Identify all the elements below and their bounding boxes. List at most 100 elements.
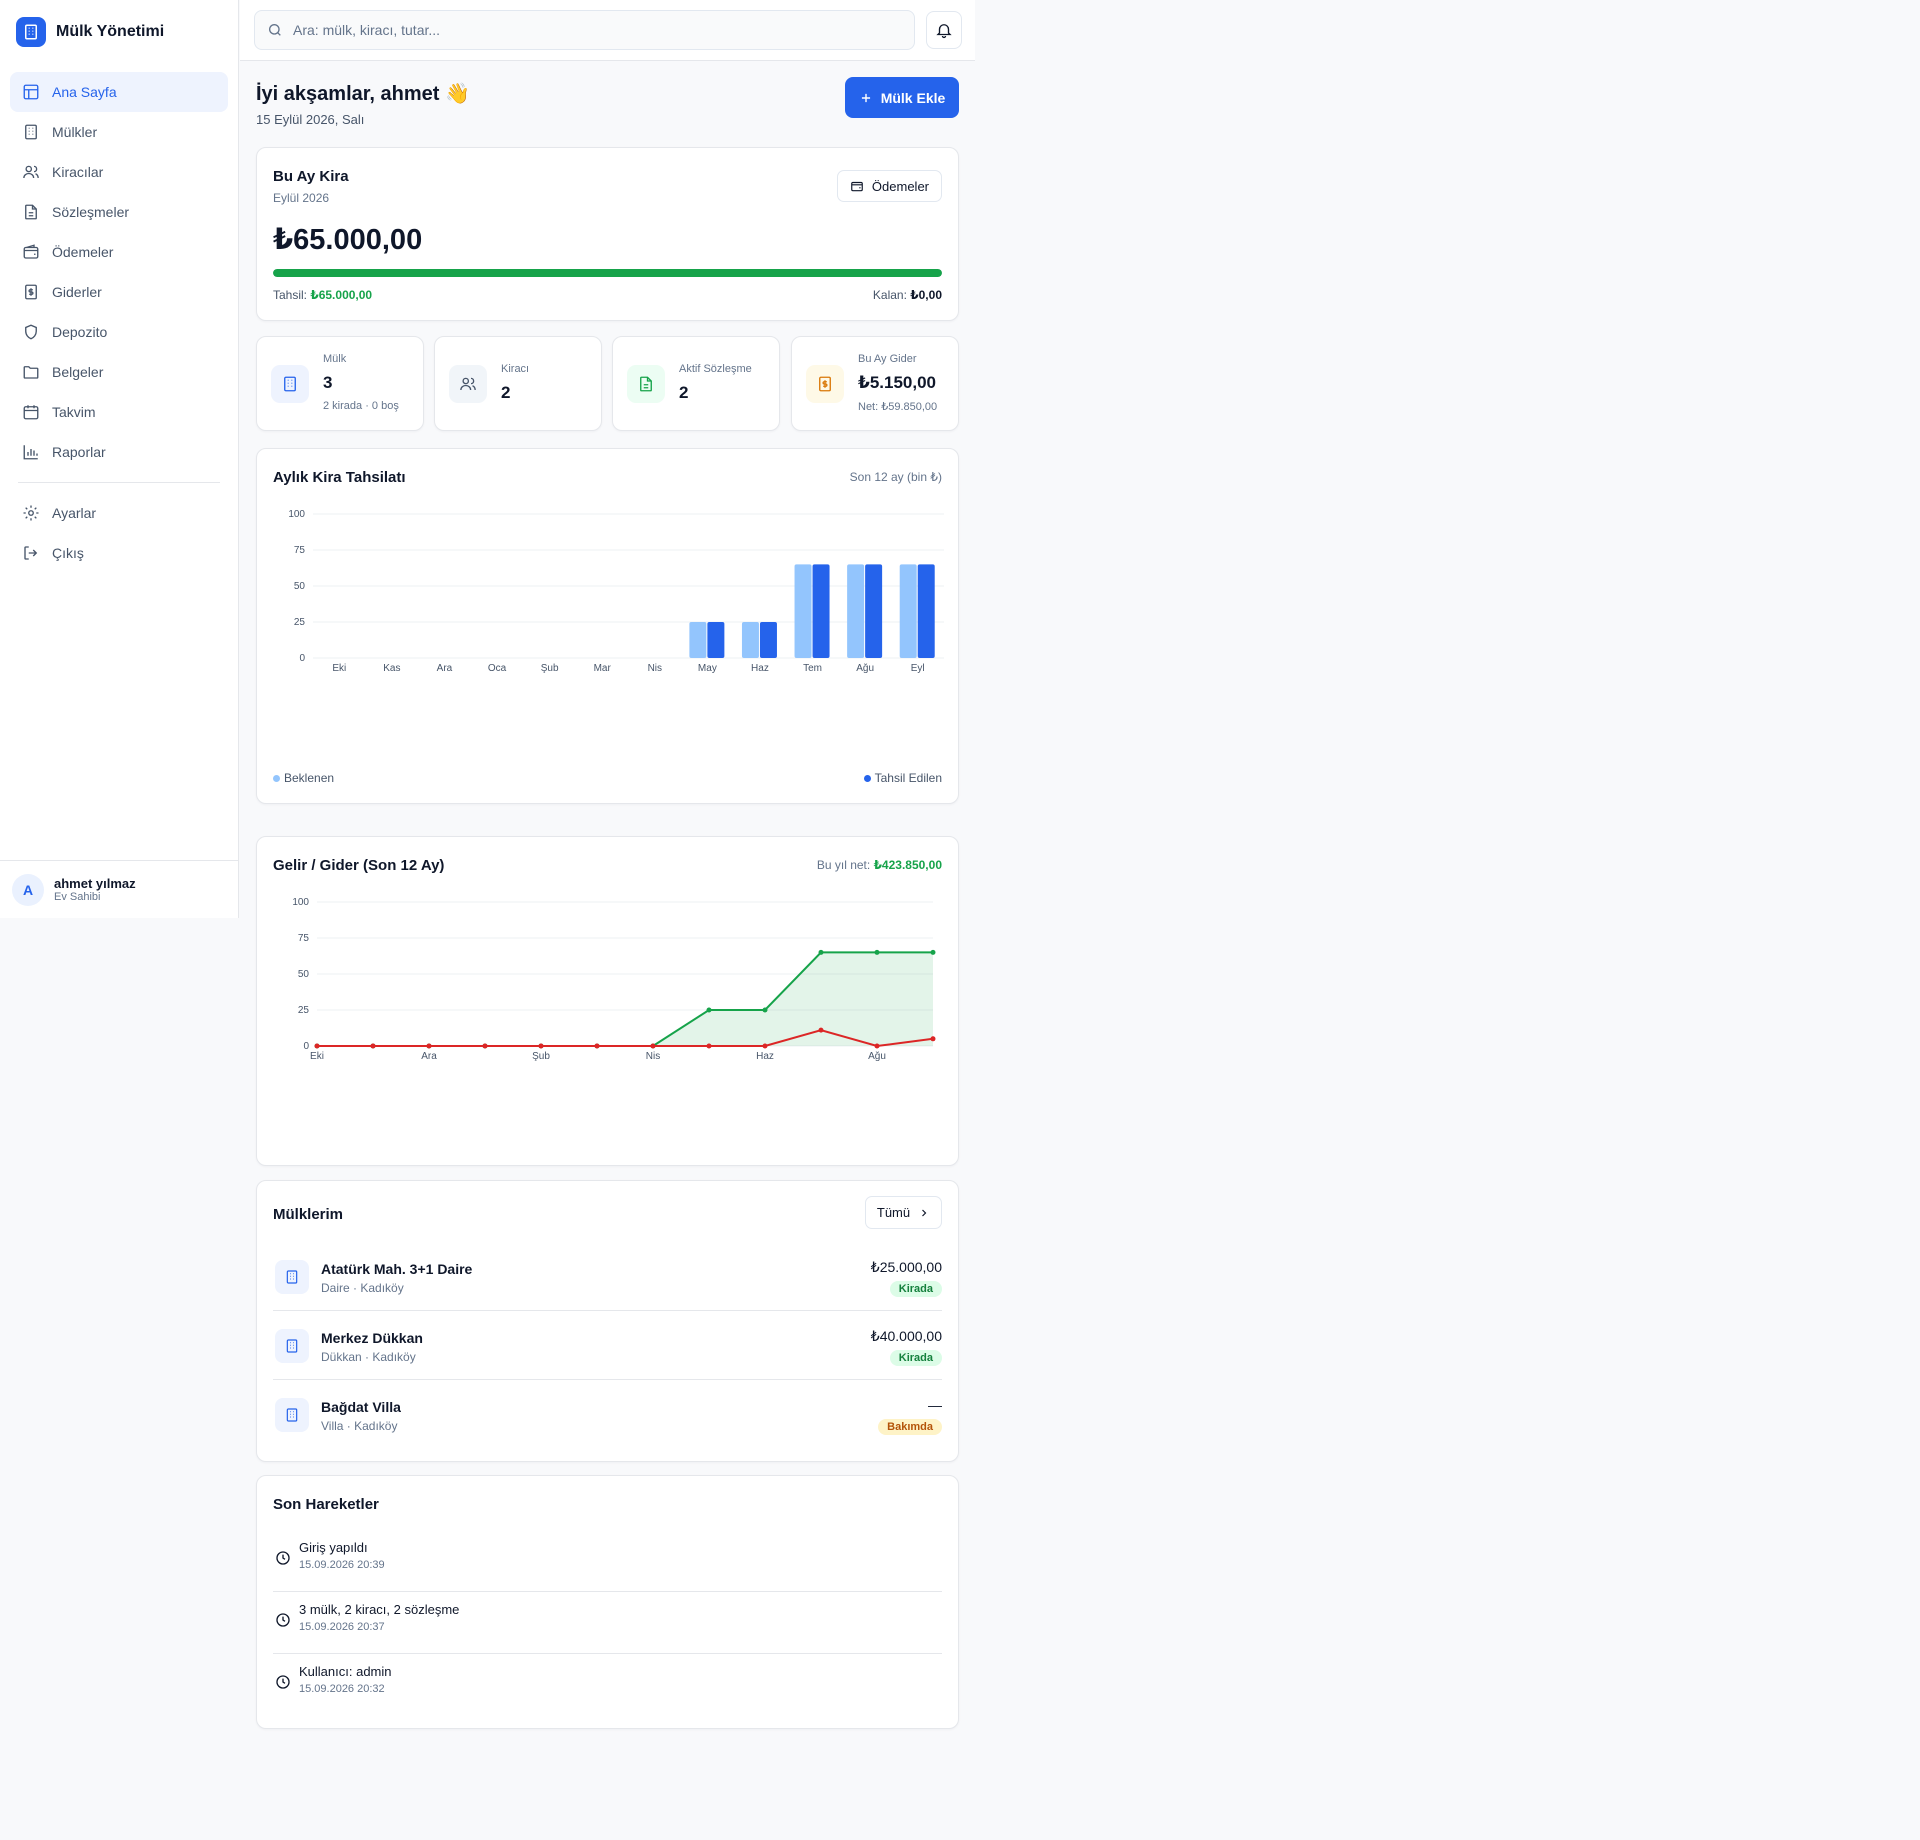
my-properties-card: Mülklerim Tümü Atatürk Mah. 3+1 Daire Da… [256, 1180, 959, 1462]
page-title: İyi akşamlar, ahmet 👋 [256, 83, 470, 105]
property-row[interactable]: Atatürk Mah. 3+1 Daire Daire · Kadıköy ₺… [273, 1243, 942, 1311]
property-row[interactable]: Bağdat Villa Villa · Kadıköy — Bakımda [273, 1381, 942, 1449]
remaining-summary: Kalan: ₺0,00 [873, 288, 942, 302]
wallet-icon [851, 181, 863, 192]
property-name: Atatürk Mah. 3+1 Daire [321, 1261, 473, 1277]
building-icon [271, 365, 309, 403]
stat-value: 3 [323, 373, 333, 392]
sidebar-item-sozlesmeler[interactable]: Sözleşmeler [10, 192, 228, 232]
x-tick-label: Ara [421, 1051, 437, 1062]
search-input[interactable] [293, 22, 893, 38]
expense-point [370, 1043, 376, 1049]
add-property-button[interactable]: Mülk Ekle [845, 77, 959, 118]
property-meta: Dükkan · Kadıköy [321, 1350, 416, 1364]
nav-divider [18, 482, 220, 483]
stat-contracts[interactable]: Aktif Sözleşme 2 [612, 336, 780, 431]
x-tick-label: May [698, 663, 717, 674]
recent-activity-card: Son Hareketler Giriş yapıldı 15.09.2026 … [256, 1475, 959, 1729]
y-tick-label: 0 [299, 653, 305, 664]
y-tick-label: 100 [292, 897, 309, 908]
net-label: Bu yıl net: [816, 858, 871, 872]
y-tick-label: 50 [298, 969, 310, 980]
search-box[interactable] [254, 10, 915, 50]
sidebar-item-cikis[interactable]: Çıkış [10, 533, 228, 573]
x-tick-label: Nis [648, 663, 662, 674]
sidebar-item-label: Sözleşmeler [52, 204, 130, 220]
sidebar-item-label: Ödemeler [52, 244, 114, 260]
chart-title: Aylık Kira Tahsilatı [273, 469, 406, 486]
building-icon [25, 124, 37, 140]
activity-title: Son Hareketler [273, 1496, 379, 1513]
income-point [818, 949, 824, 955]
expense-point [874, 1043, 880, 1049]
user-profile[interactable]: A ahmet yılmaz Ev Sahibi [0, 860, 238, 918]
stat-value: 2 [679, 383, 689, 402]
property-meta: Villa · Kadıköy [321, 1419, 398, 1433]
clock-icon [276, 1675, 290, 1689]
expense-point [426, 1043, 432, 1049]
sidebar-item-label: Giderler [52, 284, 102, 300]
sidebar-item-giderler[interactable]: Giderler [10, 272, 228, 312]
rent-bar-chart: 0 25 50 75 100 Eki Kas Ara Oca Şub Mar Nis May Haz Tem… [288, 509, 944, 674]
stat-properties[interactable]: Mülk 3 2 kirada · 0 boş [256, 336, 424, 431]
property-row[interactable]: Merkez Dükkan Dükkan · Kadıköy ₺40.000,0… [273, 1312, 942, 1380]
sidebar-item-mulkler[interactable]: Mülkler [10, 112, 228, 152]
activity-time: 15.09.2026 20:32 [299, 1683, 385, 1695]
sidebar-nav: Ana Sayfa Mülkler Kiracılar Sözleşmeler … [0, 64, 238, 581]
property-name: Merkez Dükkan [321, 1330, 423, 1346]
x-tick-label: Kas [383, 663, 400, 674]
x-tick-label: Haz [751, 663, 769, 674]
expense-point [818, 1027, 824, 1033]
expense-line [317, 1029, 934, 1048]
sidebar-item-ayarlar[interactable]: Ayarlar [10, 493, 228, 533]
legend-label: Tahsil Edilen [874, 771, 942, 785]
file-icon [627, 365, 665, 403]
status-badge: Kirada [889, 1350, 942, 1366]
activity-text: Kullanıcı: admin [299, 1664, 392, 1679]
app-name: Mülk Yönetimi [56, 23, 165, 40]
sidebar-item-odemeler[interactable]: Ödemeler [10, 232, 228, 272]
y-tick-label: 50 [294, 581, 306, 592]
sidebar-item-raporlar[interactable]: Raporlar [10, 432, 228, 472]
building-icon [16, 17, 46, 47]
x-tick-label: Haz [756, 1051, 774, 1062]
property-rent: ₺40.000,00 [870, 1328, 942, 1344]
expense-point [930, 1036, 936, 1042]
notifications-button[interactable] [926, 11, 962, 49]
sidebar-item-label: Ayarlar [52, 505, 97, 521]
file-icon [25, 204, 37, 220]
x-tick-label: Ara [437, 663, 453, 674]
building-icon [275, 1329, 309, 1363]
sidebar-item-depozito[interactable]: Depozito [10, 312, 228, 352]
sidebar-item-takvim[interactable]: Takvim [10, 392, 228, 432]
sidebar-item-kiracilar[interactable]: Kiracılar [10, 152, 228, 192]
sidebar-item-belgeler[interactable]: Belgeler [10, 352, 228, 392]
x-tick-label: Eki [310, 1051, 324, 1062]
rent-amount: ₺65.000,00 [273, 224, 423, 256]
bar [917, 564, 935, 658]
bar [794, 564, 812, 658]
property-rent: — [928, 1397, 942, 1413]
calendar-icon [23, 405, 39, 420]
sidebar-item-label: Depozito [52, 324, 108, 340]
income-expense-line-chart: 0 25 50 75 100 Eki Ara Şub Nis Haz Ağu [292, 897, 936, 1062]
clock-icon [276, 1613, 290, 1627]
x-tick-label: Tem [803, 663, 822, 674]
bar [707, 622, 725, 658]
brand[interactable]: Mülk Yönetimi [0, 0, 238, 64]
plus-icon [861, 93, 870, 102]
x-tick-label: Şub [532, 1051, 550, 1062]
income-point [874, 949, 880, 955]
stat-expense[interactable]: Bu Ay Gider ₺5.150,00 Net: ₺59.850,00 [791, 336, 959, 431]
y-tick-label: 25 [294, 617, 306, 628]
bar [741, 622, 759, 658]
collection-progress [273, 269, 942, 277]
sidebar-item-ana-sayfa[interactable]: Ana Sayfa [10, 72, 228, 112]
stat-tenants[interactable]: Kiracı 2 [434, 336, 602, 431]
payments-button[interactable]: Ödemeler [836, 170, 942, 202]
view-all-button[interactable]: Tümü [865, 1196, 942, 1229]
expense-point [594, 1043, 600, 1049]
property-name: Bağdat Villa [321, 1399, 401, 1415]
clock-icon [276, 1551, 290, 1565]
properties-title: Mülklerim [273, 1206, 344, 1223]
